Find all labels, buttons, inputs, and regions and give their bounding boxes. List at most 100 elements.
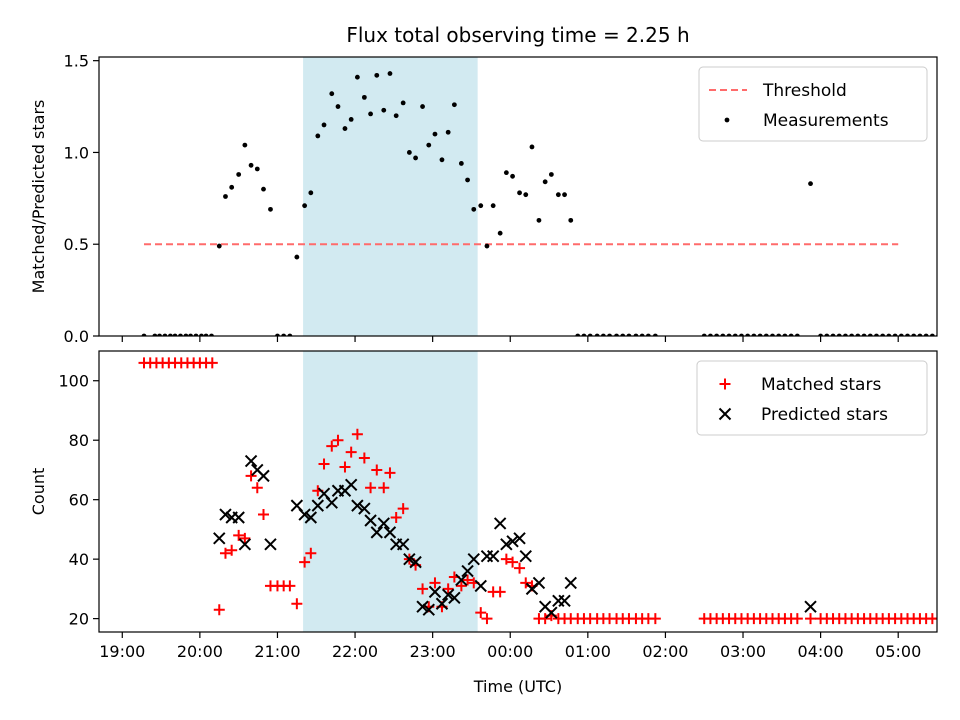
data-point: [413, 155, 418, 161]
data-point: [264, 538, 277, 551]
data-point: [358, 452, 370, 464]
data-point: [358, 502, 371, 515]
data-point: [345, 446, 357, 458]
legend-label: Threshold: [762, 81, 847, 101]
data-point: [420, 104, 425, 109]
data-point: [429, 577, 441, 589]
data-point: [484, 243, 490, 249]
legend-swatch: [718, 407, 732, 421]
data-point: [435, 597, 449, 610]
y-tick-label: 100: [58, 372, 89, 391]
data-point: [471, 206, 477, 212]
legend: Matched stars Predicted stars: [696, 360, 928, 436]
data-point: [517, 190, 522, 196]
data-point: [514, 562, 526, 574]
axes-frame: [98, 56, 938, 337]
data-point: [548, 172, 554, 177]
data-point: [206, 357, 218, 369]
data-point: [500, 553, 512, 565]
x-tick-label: 01:00: [565, 642, 611, 661]
legend-swatch: [724, 117, 730, 123]
data-point: [555, 192, 561, 198]
data-point: [503, 170, 509, 176]
data-point: [500, 538, 513, 551]
data-point: [368, 111, 373, 117]
x-tick-label: 22:00: [332, 642, 378, 661]
x-tick-label: 03:00: [720, 642, 766, 661]
data-point: [513, 532, 526, 545]
data-point: [238, 538, 252, 551]
data-point: [257, 509, 269, 521]
data-point: [486, 549, 500, 563]
data-point: [564, 576, 577, 590]
data-point: [520, 577, 532, 589]
y-tick-label: 1.0: [64, 143, 89, 162]
data-point: [223, 194, 228, 199]
data-point: [490, 203, 496, 209]
data-point: [244, 454, 258, 468]
data-point: [383, 526, 397, 539]
data-point: [478, 203, 484, 209]
plot-area: [138, 357, 937, 625]
legend-swatch: [719, 378, 731, 390]
data-point: [458, 161, 464, 166]
data-point: [298, 508, 311, 521]
data-point: [494, 586, 506, 598]
y-axis-label: Matched/Predicted stars: [29, 100, 48, 294]
data-point: [791, 613, 803, 625]
data-point: [445, 129, 451, 135]
data-point: [393, 113, 399, 119]
data-point: [536, 217, 542, 223]
data-point: [461, 564, 474, 578]
data-point: [374, 72, 380, 78]
data-point: [339, 461, 351, 473]
data-point: [545, 606, 558, 619]
data-point: [523, 192, 529, 198]
data-point: [387, 71, 393, 76]
data-point: [462, 574, 474, 586]
data-point: [568, 217, 574, 223]
data-point: [354, 74, 360, 80]
data-point: [409, 555, 422, 569]
data-point: [304, 511, 318, 524]
data-point: [422, 603, 435, 616]
data-point: [321, 122, 327, 128]
series-predicted-stars: [213, 454, 817, 619]
legend-label: Measurements: [763, 111, 889, 131]
data-point: [219, 508, 232, 521]
data-point: [213, 532, 226, 545]
legend: Threshold Measurements: [698, 66, 928, 142]
data-point: [542, 179, 548, 185]
data-point: [245, 470, 257, 482]
data-point: [390, 512, 402, 524]
data-point: [432, 131, 438, 137]
data-point: [381, 107, 387, 113]
data-point: [370, 526, 383, 539]
data-point: [315, 133, 321, 139]
data-point: [232, 511, 245, 524]
data-point: [562, 192, 567, 198]
data-point: [248, 162, 254, 168]
data-point: [497, 230, 503, 236]
y-tick-label: 0.0: [64, 327, 89, 346]
data-point: [371, 464, 383, 476]
x-tick-label: 00:00: [487, 642, 533, 661]
shaded-span: [303, 57, 478, 336]
data-point: [236, 172, 242, 177]
data-point: [325, 496, 338, 509]
data-point: [364, 514, 377, 527]
data-point: [377, 517, 390, 530]
data-point: [416, 600, 429, 613]
data-point: [365, 482, 377, 494]
data-point: [507, 556, 519, 568]
data-point: [268, 206, 273, 212]
data-point: [519, 549, 532, 563]
data-point: [361, 94, 367, 100]
data-point: [284, 580, 296, 592]
panel-ratio: 0.0 0.5 1.0 1.5 Matched/Predicted stars Thres…: [29, 52, 938, 346]
data-point: [219, 547, 231, 559]
legend-label: Matched stars: [761, 375, 881, 395]
x-tick-label: 02:00: [642, 642, 688, 661]
data-point: [441, 588, 455, 602]
